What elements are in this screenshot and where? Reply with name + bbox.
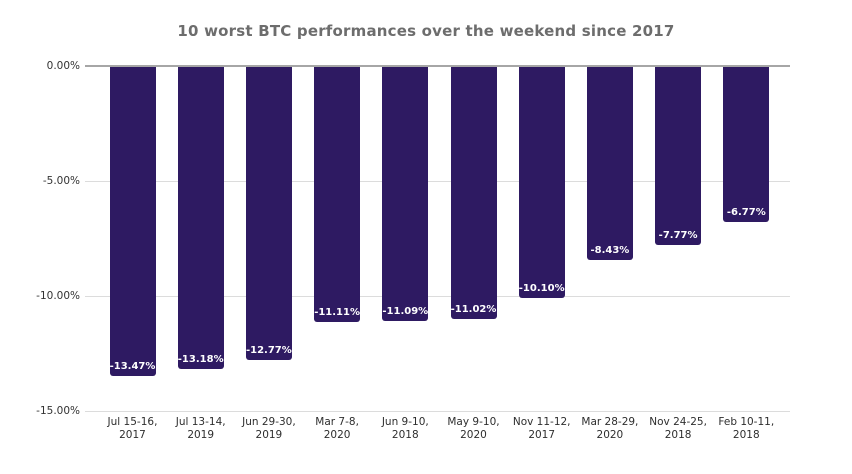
y-axis-tick-label: 0.00% [46, 60, 80, 72]
bar-value-label: -13.47% [109, 360, 156, 372]
bar-value-label: -12.77% [245, 344, 292, 356]
gridline [85, 296, 790, 297]
chart-title: 10 worst BTC performances over the weeke… [177, 22, 675, 40]
gridline [85, 181, 790, 182]
x-axis-tick-label: Jun 9-10, 2018 [381, 416, 429, 441]
x-axis-tick-label: May 9-10, 2020 [447, 416, 500, 441]
gridline [85, 411, 790, 412]
bar-value-label: -11.02% [450, 304, 497, 316]
bar: -12.77% [245, 66, 292, 360]
y-axis-tick-label: -5.00% [42, 175, 80, 187]
bar-value-label: -11.11% [314, 306, 360, 318]
x-axis-tick-label: Feb 10-11, 2018 [718, 416, 775, 441]
x-axis-zero-line [85, 65, 790, 67]
y-axis-tick-label: -15.00% [36, 405, 80, 417]
bar: -11.11% [314, 66, 361, 322]
bar: -11.09% [382, 66, 429, 322]
x-axis-tick-label: Jun 29-30, 2019 [242, 416, 296, 441]
x-axis-tick-label: Mar 7-8, 2020 [315, 416, 359, 441]
bar: -10.10% [518, 66, 565, 299]
x-axis-tick-label: Nov 24-25, 2018 [649, 416, 707, 441]
bar-value-label: -10.10% [518, 283, 565, 295]
bar: -6.77% [723, 66, 770, 222]
bar-value-label: -6.77% [726, 206, 766, 218]
bar-value-label: -8.43% [590, 244, 630, 256]
bar-value-label: -11.09% [382, 306, 429, 318]
bar: -13.47% [109, 66, 156, 376]
bar-value-label: -7.77% [658, 229, 698, 241]
x-axis-tick-label: Mar 28-29, 2020 [581, 416, 639, 441]
x-axis-tick-label: Jul 13-14, 2019 [175, 416, 226, 441]
bar: -13.18% [177, 66, 224, 370]
x-axis-tick-label: Nov 11-12, 2017 [512, 416, 571, 441]
y-axis-tick-label: -10.00% [36, 290, 80, 302]
bar-value-label: -13.18% [177, 354, 224, 366]
bar: -11.02% [450, 66, 497, 320]
bar: -7.77% [655, 66, 702, 245]
x-axis-tick-label: Jul 15-16, 2017 [107, 416, 158, 441]
bar: -8.43% [586, 66, 633, 260]
